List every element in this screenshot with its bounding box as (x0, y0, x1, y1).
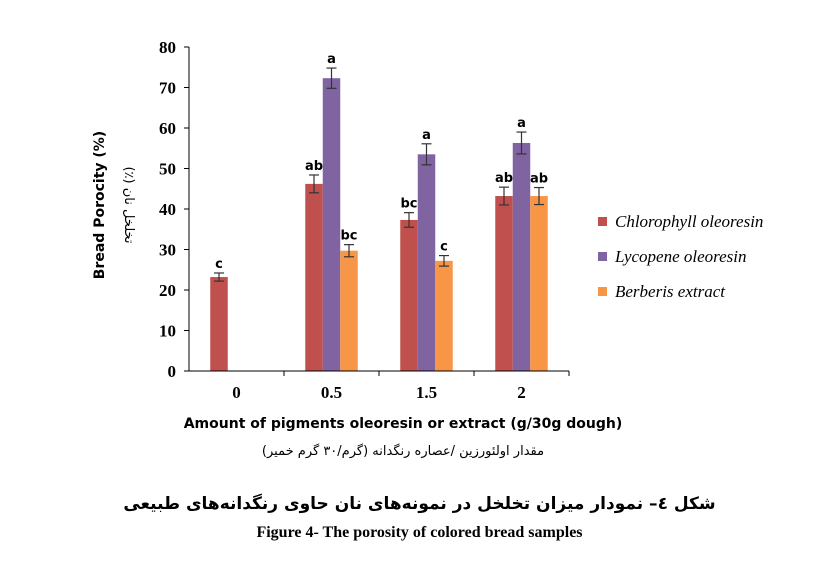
y-tick-label: 50 (159, 160, 176, 179)
legend-label: Berberis extract (615, 282, 726, 301)
y-tick-label: 30 (159, 241, 176, 260)
bar (305, 183, 323, 371)
bar (400, 219, 418, 371)
legend-label: Chlorophyll oleoresin (615, 212, 763, 231)
x-axis-label: Amount of pigments oleoresin or extract … (184, 416, 623, 432)
figure-caption-fa: شکل ٤– نمودار میزان تخلخل در نمونه‌های ن… (123, 494, 716, 514)
bar (322, 78, 341, 371)
bar (210, 277, 228, 371)
significance-label: a (422, 128, 431, 143)
x-axis-ticks: 0 0.5 1.5 2 (232, 371, 570, 402)
x-tick-label: 0.5 (321, 383, 342, 402)
legend-swatch (598, 217, 607, 226)
significance-label: ab (530, 172, 548, 187)
significance-label: c (440, 240, 448, 255)
y-axis-ticks: 0 10 20 30 40 50 60 70 80 (159, 38, 189, 381)
legend-label: Lycopene oleoresin (614, 247, 747, 266)
y-axis-label-fa: تخلخل نان (٪) (121, 166, 136, 243)
x-tick-label: 2 (517, 383, 526, 402)
figure-caption-en: Figure 4- The porosity of colored bread … (256, 524, 583, 541)
bar (512, 142, 531, 371)
significance-label: a (517, 116, 526, 131)
y-tick-label: 0 (168, 362, 177, 381)
y-tick-label: 40 (159, 200, 176, 219)
y-tick-label: 20 (159, 281, 176, 300)
legend-swatch (598, 287, 607, 296)
bar (417, 154, 436, 371)
significance-label: a (327, 52, 336, 67)
x-tick-label: 1.5 (416, 383, 437, 402)
y-axis-label: Bread Porocity (%) (92, 131, 108, 279)
significance-label: ab (495, 171, 513, 186)
significance-label: bc (340, 229, 357, 244)
bar (340, 250, 358, 371)
x-tick-label: 0 (232, 383, 241, 402)
bar (435, 260, 453, 371)
legend-swatch (598, 252, 607, 261)
y-tick-label: 10 (159, 322, 176, 341)
x-axis-label-fa: مقدار اولئورزین /عصاره رنگدانه (گرم/۳۰ گ… (262, 443, 544, 459)
axes (188, 47, 569, 372)
y-tick-label: 70 (159, 79, 176, 98)
legend: Chlorophyll oleoresin Lycopene oleoresin B… (598, 212, 763, 301)
significance-label: ab (305, 159, 323, 174)
y-tick-label: 60 (159, 119, 176, 138)
bars: c ab bc ab a a a bc c ab (210, 52, 548, 371)
y-tick-label: 80 (159, 38, 176, 57)
bar (530, 196, 548, 371)
significance-label: c (215, 257, 223, 272)
bar (495, 196, 513, 371)
significance-label: bc (400, 197, 417, 212)
